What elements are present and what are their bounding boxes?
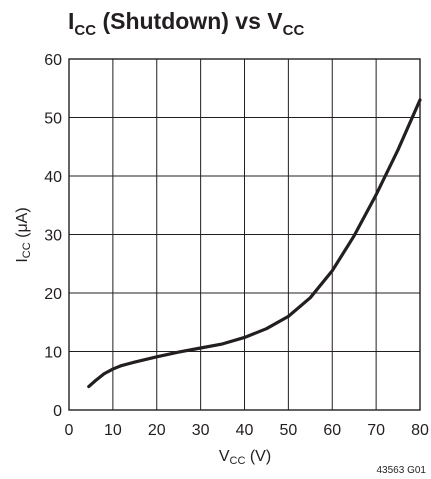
x-axis-label-main: V xyxy=(219,448,230,465)
y-axis-label-unit: (μA) xyxy=(14,207,31,242)
x-axis-label-unit: (V) xyxy=(245,448,271,465)
x-tick-label: 10 xyxy=(104,422,122,439)
figure-id: 43563 G01 xyxy=(377,465,427,476)
chart-title-suffix: (Shutdown) vs V xyxy=(96,8,283,34)
x-tick-label: 70 xyxy=(367,422,385,439)
data-series-line xyxy=(87,98,422,389)
x-axis-label-subscript: CC xyxy=(230,455,246,467)
y-axis-label: ICC (μA) xyxy=(14,207,33,262)
y-axis-label-subscript: CC xyxy=(21,242,33,258)
y-tick-label: 10 xyxy=(44,345,62,362)
y-axis-label-main: I xyxy=(14,258,31,262)
y-tick-labels: 0 10 20 30 40 50 60 xyxy=(44,52,62,420)
plot-frame xyxy=(68,58,421,411)
chart-title-suffix-subscript: CC xyxy=(283,22,305,39)
grid xyxy=(68,58,421,411)
y-tick-label: 60 xyxy=(44,52,62,69)
y-tick-label: 0 xyxy=(53,403,62,420)
x-tick-label: 80 xyxy=(411,422,429,439)
x-tick-label: 0 xyxy=(65,422,74,439)
x-tick-labels: 0 10 20 30 40 50 60 70 80 xyxy=(65,422,429,439)
y-tick-label: 50 xyxy=(44,111,62,128)
chart-title-main: I xyxy=(68,8,74,34)
series-group xyxy=(87,98,422,389)
x-tick-label: 50 xyxy=(279,422,297,439)
x-tick-label: 30 xyxy=(192,422,210,439)
y-tick-label: 20 xyxy=(44,286,62,303)
y-tick-label: 40 xyxy=(44,169,62,186)
chart-title-main-subscript: CC xyxy=(74,22,96,39)
x-tick-label: 60 xyxy=(323,422,341,439)
x-tick-label: 20 xyxy=(148,422,166,439)
y-tick-label: 30 xyxy=(44,228,62,245)
x-axis-label: VCC (V) xyxy=(219,448,271,467)
chart-title: ICC (Shutdown) vs VCC xyxy=(68,8,304,39)
x-tick-label: 40 xyxy=(236,422,254,439)
